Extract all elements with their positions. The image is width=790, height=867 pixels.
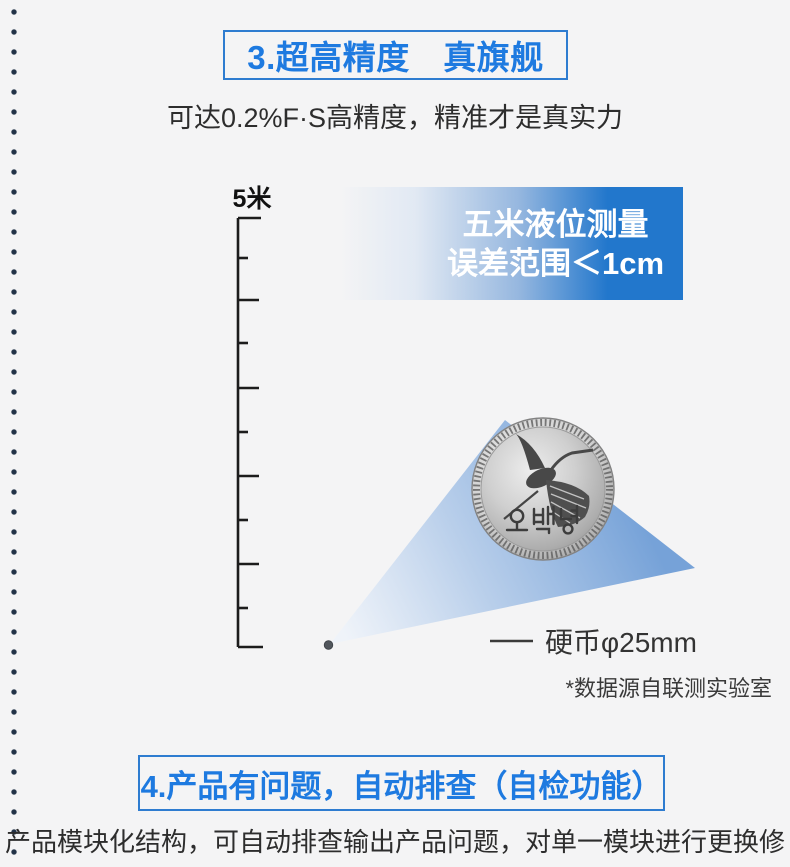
sensor-point-dot: [323, 640, 334, 650]
banner-line1: 五米液位测量: [462, 206, 649, 242]
section4-title-box: 4.产品有问题，自动排查（自检功能）: [138, 755, 665, 811]
coin-inscription-glyphs: [505, 504, 579, 535]
banner-line2: 误差范围＜1cm: [446, 245, 665, 281]
measurement-diagram: 5米 오백냥: [233, 185, 772, 701]
section4-description: 产品模块化结构，可自动排查输出产品问题，对单一模块进行更换修理: [4, 827, 785, 867]
measurement-banner: 五米液位测量 误差范围＜1cm: [340, 187, 683, 300]
perforation-dots: [0, 0, 28, 867]
section3-subtitle: 可达0.2%F·S高精度，精准才是真实力: [166, 103, 624, 133]
scale-ruler: [236, 216, 263, 649]
section4-title: 4.产品有问题，自动排查（自检功能）: [140, 768, 663, 804]
footnote: *数据源自联测实验室: [565, 676, 772, 701]
scale-max-label: 5米: [233, 185, 273, 213]
section3-title-box: 3.超高精度 真旗舰: [223, 30, 568, 80]
section3-title: 3.超高精度 真旗舰: [247, 39, 544, 76]
coin-caption: 硬币φ25mm: [545, 627, 697, 658]
coin-image: 오백냥: [471, 417, 615, 561]
